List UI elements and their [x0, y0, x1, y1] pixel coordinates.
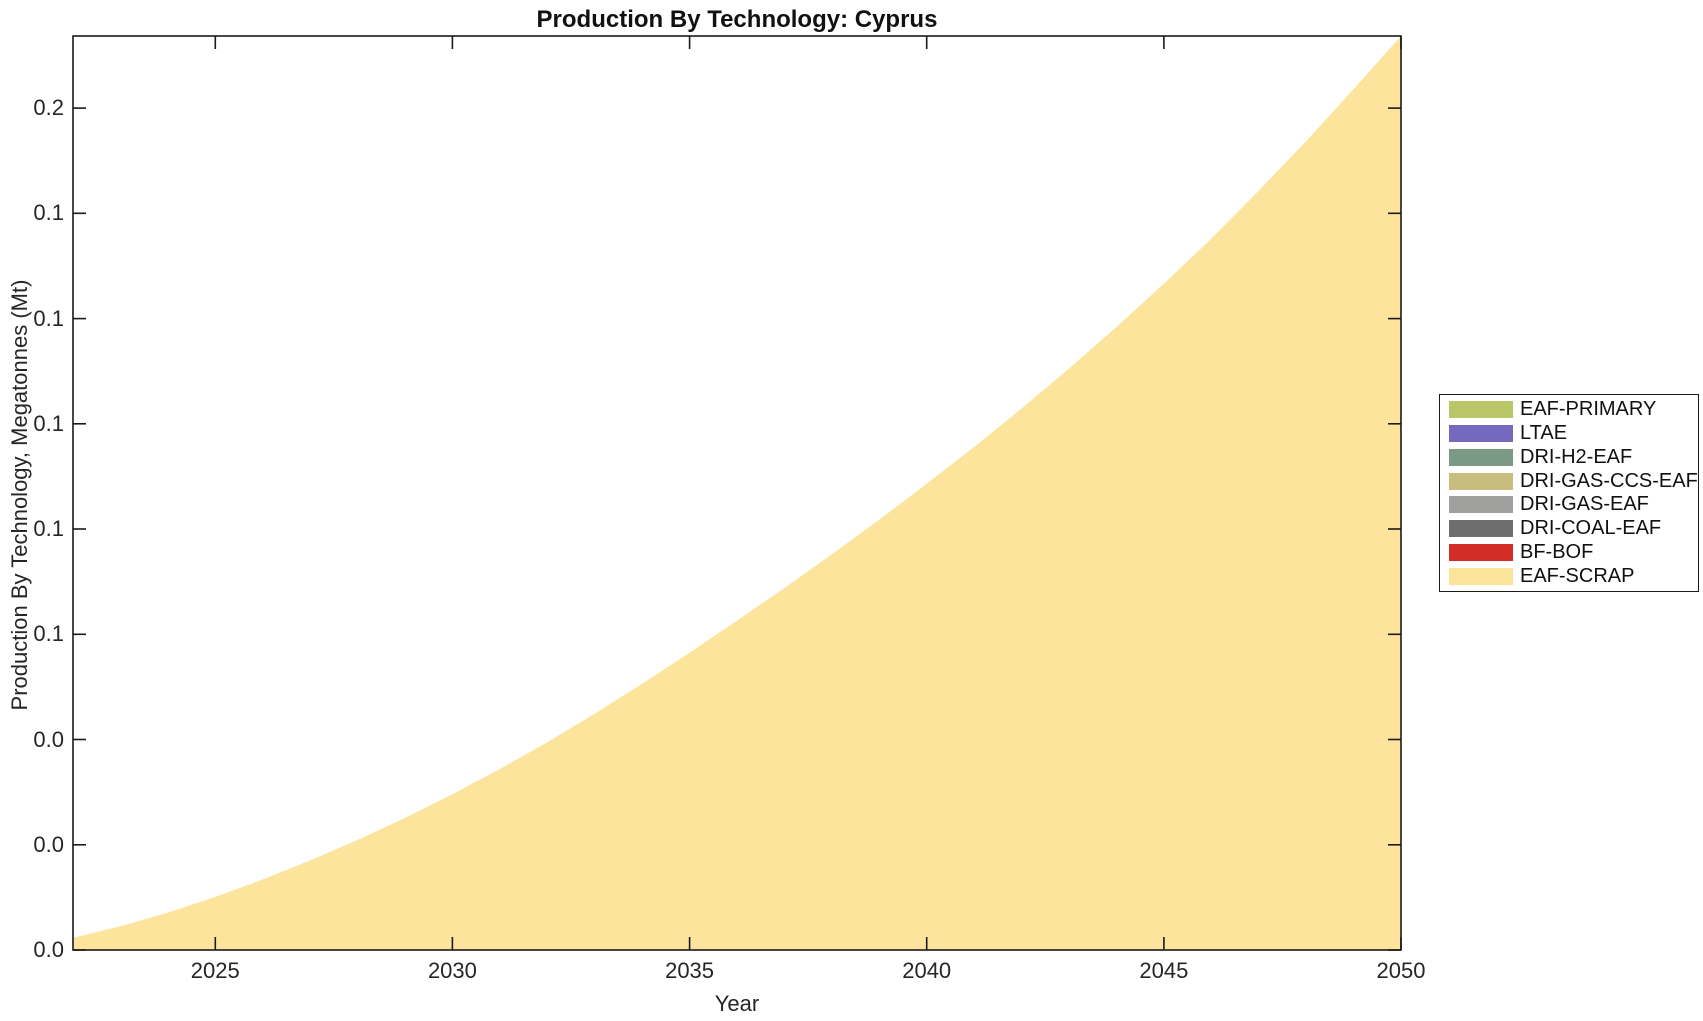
- legend-swatch: [1449, 543, 1513, 561]
- y-tick-label: 0.0: [33, 937, 64, 962]
- y-tick-label: 0.1: [33, 305, 64, 331]
- legend-item-dri-gas-ccs-eaf: DRI-GAS-CCS-EAF: [1449, 470, 1698, 492]
- legend-swatch: [1449, 496, 1513, 514]
- legend-item-eaf-scrap: EAF-SCRAP: [1449, 565, 1692, 587]
- legend-label: DRI-GAS-CCS-EAF: [1520, 469, 1698, 492]
- y-tick-label: 0.0: [33, 726, 64, 752]
- y-tick-label: 0.1: [33, 621, 64, 647]
- legend-label: BF-BOF: [1520, 540, 1594, 563]
- x-tick-label: 2050: [1376, 958, 1426, 983]
- legend-item-dri-h2-eaf: DRI-H2-EAF: [1449, 446, 1692, 468]
- legend-label: EAF-SCRAP: [1520, 564, 1635, 587]
- legend-swatch: [1449, 567, 1513, 585]
- x-axis-label: Year: [714, 991, 760, 1016]
- legend-label: DRI-GAS-EAF: [1520, 493, 1649, 516]
- x-tick-label: 2030: [427, 958, 477, 983]
- x-tick-label: 2025: [190, 958, 240, 983]
- y-tick-label: 0.2: [33, 95, 64, 121]
- y-axis-label: Production By Technology, Megatonnes (Mt…: [7, 279, 32, 711]
- plot-border: [72, 35, 1402, 951]
- legend-item-dri-gas-eaf: DRI-GAS-EAF: [1449, 493, 1692, 516]
- x-tick-label: 2035: [665, 958, 715, 983]
- area-series-eaf-scrap: [73, 36, 1401, 950]
- y-tick-label: 0.0: [33, 831, 64, 857]
- legend-item-ltae: LTAE: [1449, 422, 1692, 445]
- legend-label: DRI-H2-EAF: [1520, 445, 1633, 468]
- y-tick-label: 0.1: [33, 200, 64, 226]
- x-tick-label: 2045: [1139, 958, 1189, 983]
- legend-swatch: [1449, 448, 1513, 466]
- legend-item-eaf-primary: EAF-PRIMARY: [1449, 398, 1692, 421]
- legend-item-dri-coal-eaf: DRI-COAL-EAF: [1449, 517, 1692, 540]
- chart-title: Production By Technology: Cyprus: [536, 6, 938, 33]
- x-tick-label: 2040: [902, 958, 952, 983]
- y-tick-label: 0.1: [33, 516, 64, 542]
- legend: EAF-PRIMARY LTAE DRI-H2-EAF DRI-GAS-CCS-EAF…: [1439, 394, 1699, 592]
- legend-item-bf-bof: BF-BOF: [1449, 541, 1692, 563]
- legend-swatch: [1449, 401, 1513, 419]
- legend-swatch: [1449, 472, 1513, 490]
- y-tick-label: 0.1: [33, 410, 64, 436]
- legend-label: LTAE: [1520, 422, 1568, 445]
- legend-label: DRI-COAL-EAF: [1520, 517, 1662, 540]
- legend-label: EAF-PRIMARY: [1520, 398, 1657, 421]
- legend-swatch: [1449, 520, 1513, 538]
- legend-swatch: [1449, 425, 1513, 443]
